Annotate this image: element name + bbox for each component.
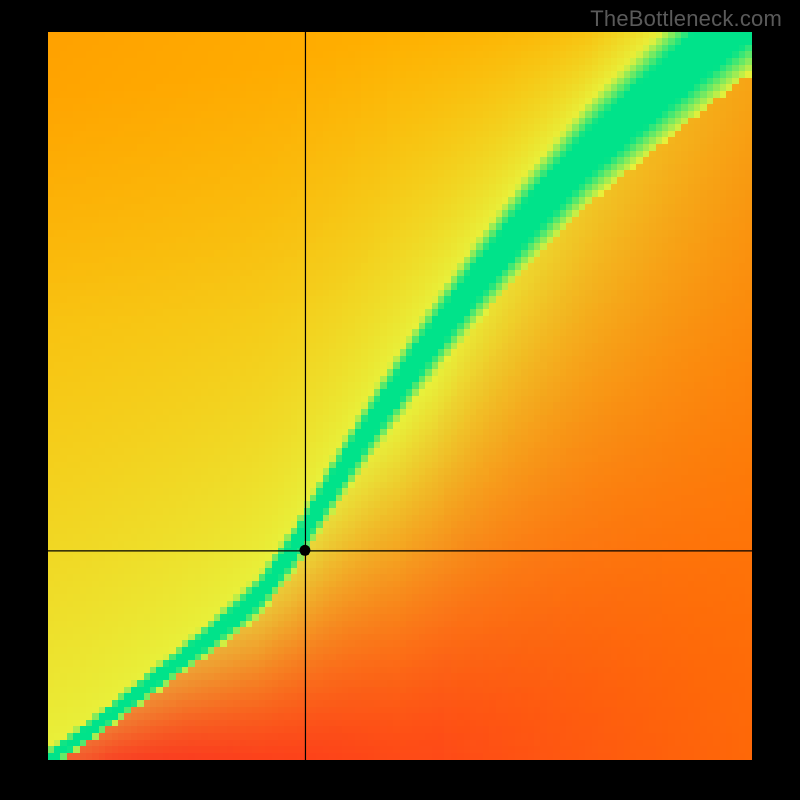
watermark-label: TheBottleneck.com — [590, 6, 782, 32]
bottleneck-heatmap — [48, 32, 752, 760]
chart-container: TheBottleneck.com — [0, 0, 800, 800]
